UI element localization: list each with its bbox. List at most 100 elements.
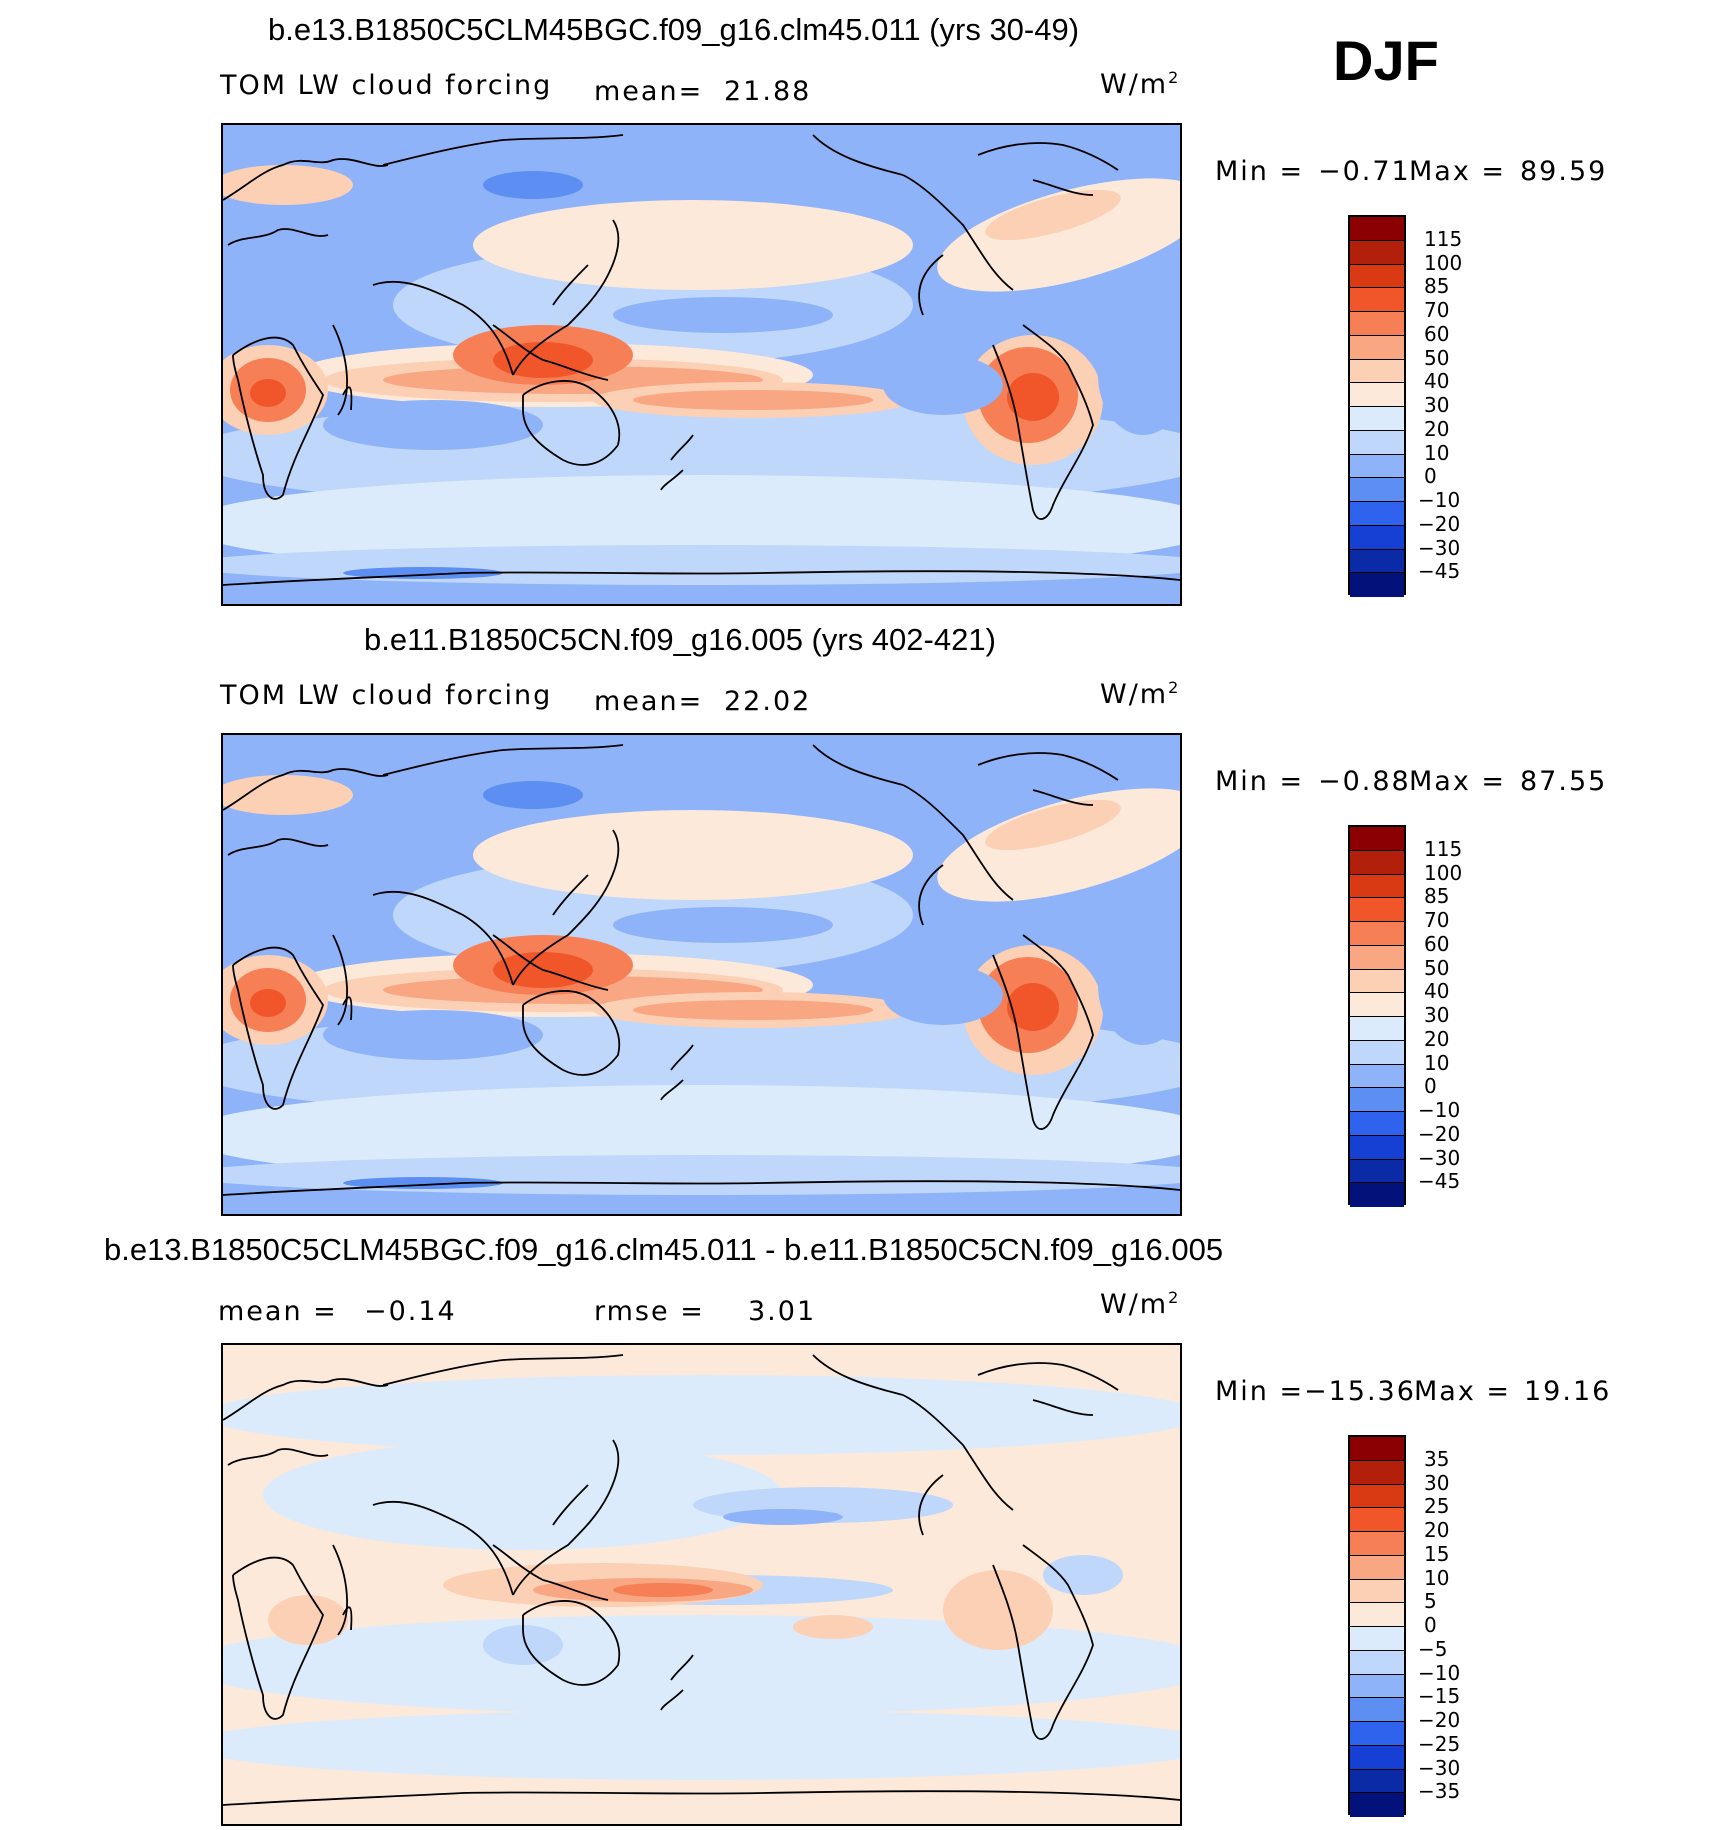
colorbar-tick-label: 40 [1424, 979, 1450, 1004]
variable-label: TOM LW cloud forcing [220, 680, 553, 711]
contour-region [613, 907, 833, 943]
min-value: −15.36 [1304, 1376, 1416, 1407]
contour-region [883, 965, 1003, 1025]
contour-region [985, 189, 1121, 241]
panel-title: b.e13.B1850C5CLM45BGC.f09_g16.clm45.011 … [268, 12, 1080, 47]
colorbar-segment [1350, 312, 1404, 336]
contour-region [943, 1570, 1053, 1650]
colorbar-tick-label: −30 [1418, 1755, 1461, 1780]
contour-region [250, 379, 286, 407]
colorbar-segment [1350, 827, 1404, 851]
contour-region [223, 1710, 1180, 1780]
colorbar-segment [1350, 359, 1404, 384]
colorbar-tick-label: 10 [1424, 440, 1450, 465]
colorbar-segment [1350, 1508, 1404, 1532]
colorbar-tick-label: 70 [1424, 298, 1450, 322]
contour-region [483, 1625, 563, 1665]
contour-region [1007, 983, 1059, 1031]
colorbar-tick-label: −5 [1418, 1636, 1448, 1661]
colorbar-tick-label: −15 [1418, 1684, 1461, 1709]
colorbar-tick-label: 30 [1424, 1470, 1450, 1495]
colorbar-segment [1350, 525, 1404, 550]
colorbar-tick-label: 100 [1424, 860, 1463, 885]
colorbar-tick-label: 50 [1424, 955, 1450, 980]
colorbar-segment [1350, 335, 1404, 360]
colorbar-segment [1350, 240, 1404, 265]
colorbar-segment [1350, 993, 1404, 1017]
contour-region [937, 178, 1180, 292]
min-label: Min = [1215, 1376, 1305, 1407]
colorbar-segment [1350, 288, 1404, 312]
colorbar-tick-label: −35 [1418, 1779, 1461, 1804]
contour-region [883, 355, 1003, 415]
colorbar-segment [1350, 1183, 1404, 1207]
coastline [223, 134, 1180, 586]
contour-region [268, 1595, 348, 1645]
coastline [223, 1354, 1180, 1806]
mean-value: −0.14 [364, 1296, 457, 1327]
colorbar-tick-label: 0 [1424, 464, 1437, 489]
contour-region [223, 165, 353, 205]
colorbar-segment [1350, 969, 1404, 994]
colorbar-segment [1350, 549, 1404, 574]
panel-title: b.e13.B1850C5CLM45BGC.f09_g16.clm45.011 … [104, 1232, 1224, 1267]
contour-region [323, 400, 543, 450]
contour-region [473, 810, 913, 900]
contour-region [223, 1615, 1180, 1715]
colorbar-segment [1350, 1745, 1404, 1770]
rmse-label: rmse = [594, 1296, 705, 1327]
colorbar-segment [1350, 1532, 1404, 1556]
contour-region [613, 297, 833, 333]
contour-region [723, 1509, 843, 1525]
max-label: Max = [1409, 156, 1507, 187]
colorbar-tick-label: −30 [1418, 1145, 1461, 1170]
colorbar-segment [1350, 1555, 1404, 1580]
colorbar-tick-label: 40 [1424, 369, 1450, 394]
colorbar-tick-label: −10 [1418, 1660, 1461, 1685]
contour-region [633, 390, 873, 410]
contour-region [985, 799, 1121, 851]
contour-region [223, 775, 353, 815]
mean-value: 21.88 [724, 76, 812, 107]
contour-region [250, 989, 286, 1017]
colorbar-tick-label: 35 [1424, 1446, 1450, 1471]
contour-map [221, 733, 1182, 1216]
colorbar-segment [1350, 1064, 1404, 1089]
rmse-value: 3.01 [748, 1296, 817, 1327]
contour-region [1043, 1555, 1123, 1595]
colorbar-segment [1350, 1722, 1404, 1746]
colorbar-segment [1350, 383, 1404, 407]
colorbar-tick-label: −25 [1418, 1731, 1461, 1756]
colorbar-tick-label: −45 [1418, 1169, 1461, 1194]
colorbar-segment [1350, 1040, 1404, 1065]
colorbar-tick-label: −20 [1418, 511, 1461, 536]
colorbar-segment [1350, 1159, 1404, 1184]
max-value: 89.59 [1520, 156, 1608, 187]
colorbar-ticks: 115 100 85 70 60 50 40 30 20 10 0 −10 −20 −30 −45 [1418, 825, 1508, 1205]
min-label: Min = [1215, 156, 1305, 187]
colorbar-tick-label: 25 [1424, 1494, 1450, 1519]
units-label: W/m2 [1100, 1288, 1181, 1320]
min-value: −0.71 [1318, 156, 1411, 187]
colorbar-segment [1350, 264, 1404, 289]
colorbar-tick-label: 30 [1424, 1003, 1450, 1027]
colorbar-tick-label: 115 [1424, 226, 1463, 251]
colorbar-tick-label: 15 [1424, 1541, 1450, 1566]
contour-region [1098, 315, 1180, 435]
contour-region [483, 781, 583, 809]
colorbar-segment [1350, 874, 1404, 899]
colorbar-tick-label: 100 [1424, 250, 1463, 275]
colorbar-segment [1350, 1484, 1404, 1509]
contour-region [323, 1010, 543, 1060]
mean-label: mean = [218, 1296, 338, 1327]
max-label: Max = [1409, 766, 1507, 797]
colorbar-segment [1350, 898, 1404, 922]
colorbar-tick-label: −20 [1418, 1708, 1461, 1732]
colorbar-tick-label: 85 [1424, 274, 1450, 299]
colorbar-segment [1350, 502, 1404, 526]
colorbar-tick-label: 0 [1424, 1613, 1437, 1637]
colorbar-tick-label: 20 [1424, 1026, 1450, 1051]
colorbar-segment [1350, 1650, 1404, 1675]
colorbar-segment [1350, 1017, 1404, 1041]
colorbar-segment [1350, 573, 1404, 597]
